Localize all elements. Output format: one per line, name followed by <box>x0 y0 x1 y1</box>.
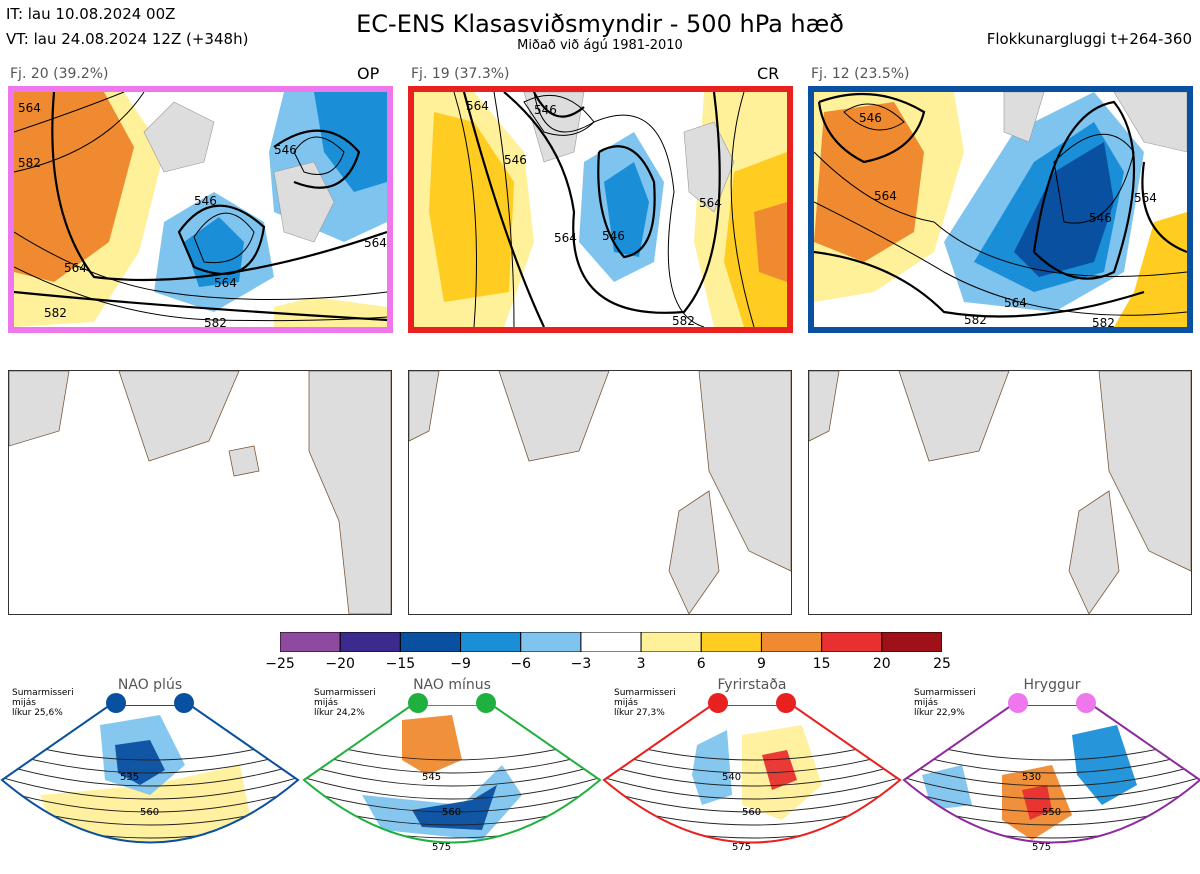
regime-note: Sumarmisseri mijás líkur 25,6% <box>12 688 74 718</box>
regime-marker-dot <box>106 693 126 713</box>
regime-contour-label: 560 <box>140 807 159 818</box>
cluster-3-contour-label: 546 <box>1089 211 1112 225</box>
cluster-3-contour-label: 582 <box>1092 316 1115 327</box>
cluster-1-contour-label: 582 <box>18 156 41 170</box>
regime-marker-dot <box>1076 693 1096 713</box>
colorbar-tick-label: −6 <box>510 656 532 672</box>
colorbar-tick-label: 6 <box>696 656 706 672</box>
regime-map: 530 550 575 <box>902 704 1200 870</box>
cluster-1-contour-label: 564 <box>214 276 237 290</box>
colorbar-segment <box>881 631 943 653</box>
regime-map: 545 560 575 <box>302 704 602 870</box>
cluster-1-tag: OP <box>357 64 380 83</box>
cluster-1-contour-label: 564 <box>364 236 387 250</box>
colorbar-tick-label: 9 <box>756 656 766 672</box>
regime-contour-label: 575 <box>432 842 451 853</box>
regime-contour-label: 575 <box>732 842 751 853</box>
colorbar <box>279 631 943 653</box>
colorbar-tick-label: 25 <box>933 656 951 672</box>
colorbar-segment <box>279 631 341 653</box>
cluster-3-label: Fj. 12 (23.5%) <box>811 66 910 82</box>
regime-title: NAO plús <box>117 677 183 693</box>
colorbar-tick-label: −20 <box>325 656 355 672</box>
regime-contour-label: 545 <box>422 772 441 783</box>
cluster-2-contour-label: 546 <box>602 229 625 243</box>
colorbar-segment <box>339 631 401 653</box>
valid-time: VT: lau 24.08.2024 12Z (+348h) <box>6 30 249 48</box>
initial-time: IT: lau 10.08.2024 00Z <box>6 5 176 23</box>
regime-marker-dot <box>1008 693 1028 713</box>
cluster-2-map: 564 546 546 564 564 546 582 <box>408 86 793 333</box>
cluster-3-map: 546 564 546 564 564 582 582 <box>808 86 1193 333</box>
cluster-1-contour-label: 582 <box>44 306 67 320</box>
cluster-1-contour-label: 546 <box>194 194 217 208</box>
regime-marker-dot <box>776 693 796 713</box>
member-map-3 <box>808 370 1192 615</box>
regime-contour-label: 535 <box>120 772 139 783</box>
regime-map: 535 560 <box>0 704 300 870</box>
regime-contour-label: 560 <box>742 807 761 818</box>
cluster-3-contour-label: 546 <box>859 111 882 125</box>
page-subtitle: Miðað við ágú 1981-2010 <box>517 38 683 53</box>
colorbar-tick-label: 20 <box>872 656 891 672</box>
colorbar-tick-label: 3 <box>636 656 646 672</box>
regime-title: Hryggur <box>1023 677 1081 693</box>
colorbar-tick-label: −25 <box>265 656 295 672</box>
regime-title: Fyrirstaða <box>717 677 787 693</box>
cluster-3-contour-label: 564 <box>1134 191 1157 205</box>
cluster-3-contour-label: 564 <box>874 189 897 203</box>
cluster-3-contour-label: 582 <box>964 313 987 327</box>
regime-marker-dot <box>476 693 496 713</box>
cluster-1-map: 564 582 546 546 564 582 582 564 564 <box>8 86 393 333</box>
colorbar-tick-label: −3 <box>570 656 592 672</box>
regime-marker-dot <box>174 693 194 713</box>
colorbar-segment <box>580 631 642 653</box>
cluster-2-contour-label: 564 <box>554 231 577 245</box>
regime-contour-label: 540 <box>722 772 741 783</box>
cluster-2-label: Fj. 19 (37.3%) <box>411 66 510 82</box>
regime-marker-dot <box>708 693 728 713</box>
cluster-1-contour-label: 582 <box>204 316 227 327</box>
member-map-1 <box>8 370 392 615</box>
colorbar-segment <box>821 631 883 653</box>
colorbar-segment <box>399 631 462 653</box>
regime-contour-label: 550 <box>1042 807 1061 818</box>
cluster-2-contour-label: 582 <box>672 314 695 327</box>
colorbar-tick-label: 15 <box>812 656 831 672</box>
cluster-1-contour-label: 546 <box>274 143 297 157</box>
classification-window: Flokkunargluggi t+264-360 <box>986 30 1192 48</box>
cluster-2-contour-label: 546 <box>504 153 527 167</box>
regime-contour-label: 575 <box>1032 842 1051 853</box>
cluster-2-contour-label: 546 <box>534 103 557 117</box>
cluster-1-contour-label: 564 <box>64 261 87 275</box>
colorbar-segment <box>520 631 582 653</box>
cluster-1-label: Fj. 20 (39.2%) <box>10 66 109 82</box>
colorbar-segment <box>460 631 522 653</box>
regime-note: Sumarmisseri mijás líkur 27,3% <box>614 688 676 718</box>
cluster-2-contour-label: 564 <box>466 99 489 113</box>
cluster-1-contour-label: 564 <box>18 101 41 115</box>
cluster-3-contour-label: 564 <box>1004 296 1027 310</box>
regime-marker-dot <box>408 693 428 713</box>
regime-contour-label: 560 <box>442 807 461 818</box>
colorbar-segment <box>760 631 823 653</box>
member-map-2 <box>408 370 792 615</box>
regime-title: NAO mínus <box>413 677 491 693</box>
page-title: EC-ENS Klasasviðsmyndir - 500 hPa hæð <box>356 10 844 38</box>
regime-note: Sumarmisseri mijás líkur 22,9% <box>914 688 976 718</box>
regime-map: 540 560 575 <box>602 704 902 870</box>
cluster-2-tag: CR <box>757 64 780 83</box>
regime-contour-label: 530 <box>1022 772 1041 783</box>
cluster-2-contour-label: 564 <box>699 196 722 210</box>
colorbar-tick-label: −9 <box>450 656 471 672</box>
colorbar-tick-label: −15 <box>385 656 416 672</box>
regime-note: Sumarmisseri mijás líkur 24,2% <box>314 688 376 718</box>
colorbar-segment <box>640 631 702 653</box>
colorbar-segment <box>700 631 762 653</box>
